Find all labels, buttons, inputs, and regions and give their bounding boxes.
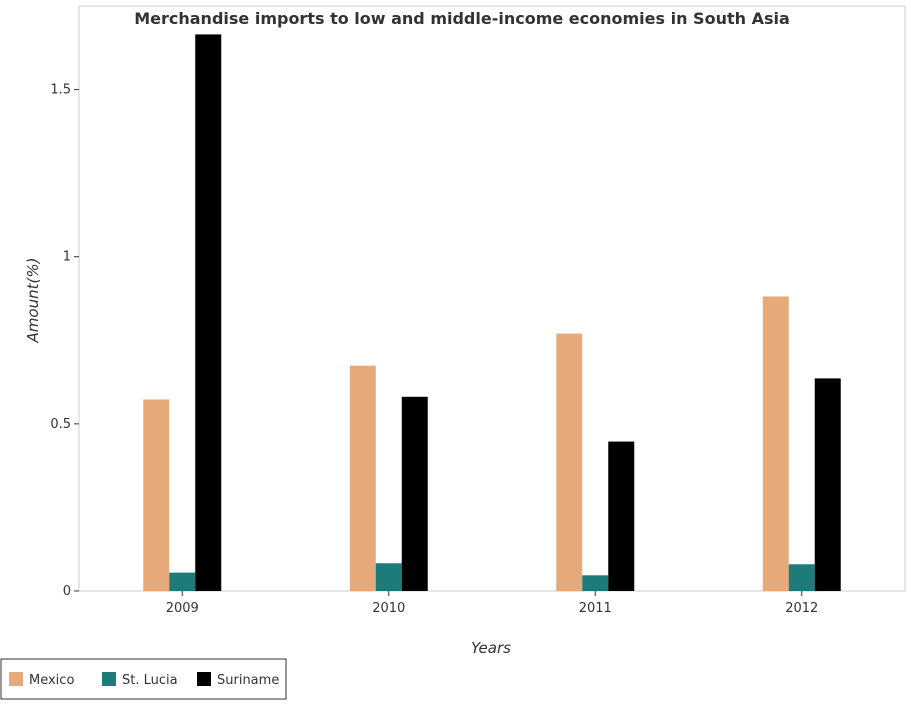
bar-suriname-2010 [401,396,428,591]
x-tick-label: 2012 [785,601,818,616]
plot-area-frame [78,5,906,592]
x-tick-label: 2010 [372,601,405,616]
y-axis: 0 0.5 1 1.5 [50,83,79,599]
bar-suriname-2012 [814,378,841,591]
y-tick-label: 0.5 [50,417,71,432]
bar-mexico-2011 [556,333,583,591]
legend-swatch [9,672,23,686]
y-tick-label: 0 [63,584,71,599]
x-axis-title: Years [471,639,511,657]
bar-mexico-2012 [762,296,789,591]
y-tick-label: 1.5 [50,83,71,98]
legend-swatch [102,672,116,686]
x-tick-label: 2011 [579,601,612,616]
chart-title: Merchandise imports to low and middle-in… [134,9,790,28]
legend-label: Suriname [217,673,279,688]
bar-st-lucia-2010 [375,563,402,591]
legend-frame [0,658,287,700]
bars [143,34,841,591]
y-axis-title: Amount(%) [24,258,42,344]
bar-mexico-2010 [349,365,376,591]
bar-st-lucia-2009 [169,572,196,591]
bar-st-lucia-2011 [582,575,609,591]
bar-st-lucia-2012 [788,564,815,591]
bar-suriname-2009 [195,34,222,591]
legend-label: St. Lucia [122,673,178,688]
y-tick-label: 1 [63,250,71,265]
x-axis: 2009 2010 2011 2012 [166,591,818,616]
bar-suriname-2011 [608,441,635,591]
legend-label: Mexico [29,673,74,688]
x-tick-label: 2009 [166,601,199,616]
legend: Mexico St. Lucia Suriname [0,658,287,700]
legend-swatch [197,672,211,686]
bar-mexico-2009 [143,399,170,591]
